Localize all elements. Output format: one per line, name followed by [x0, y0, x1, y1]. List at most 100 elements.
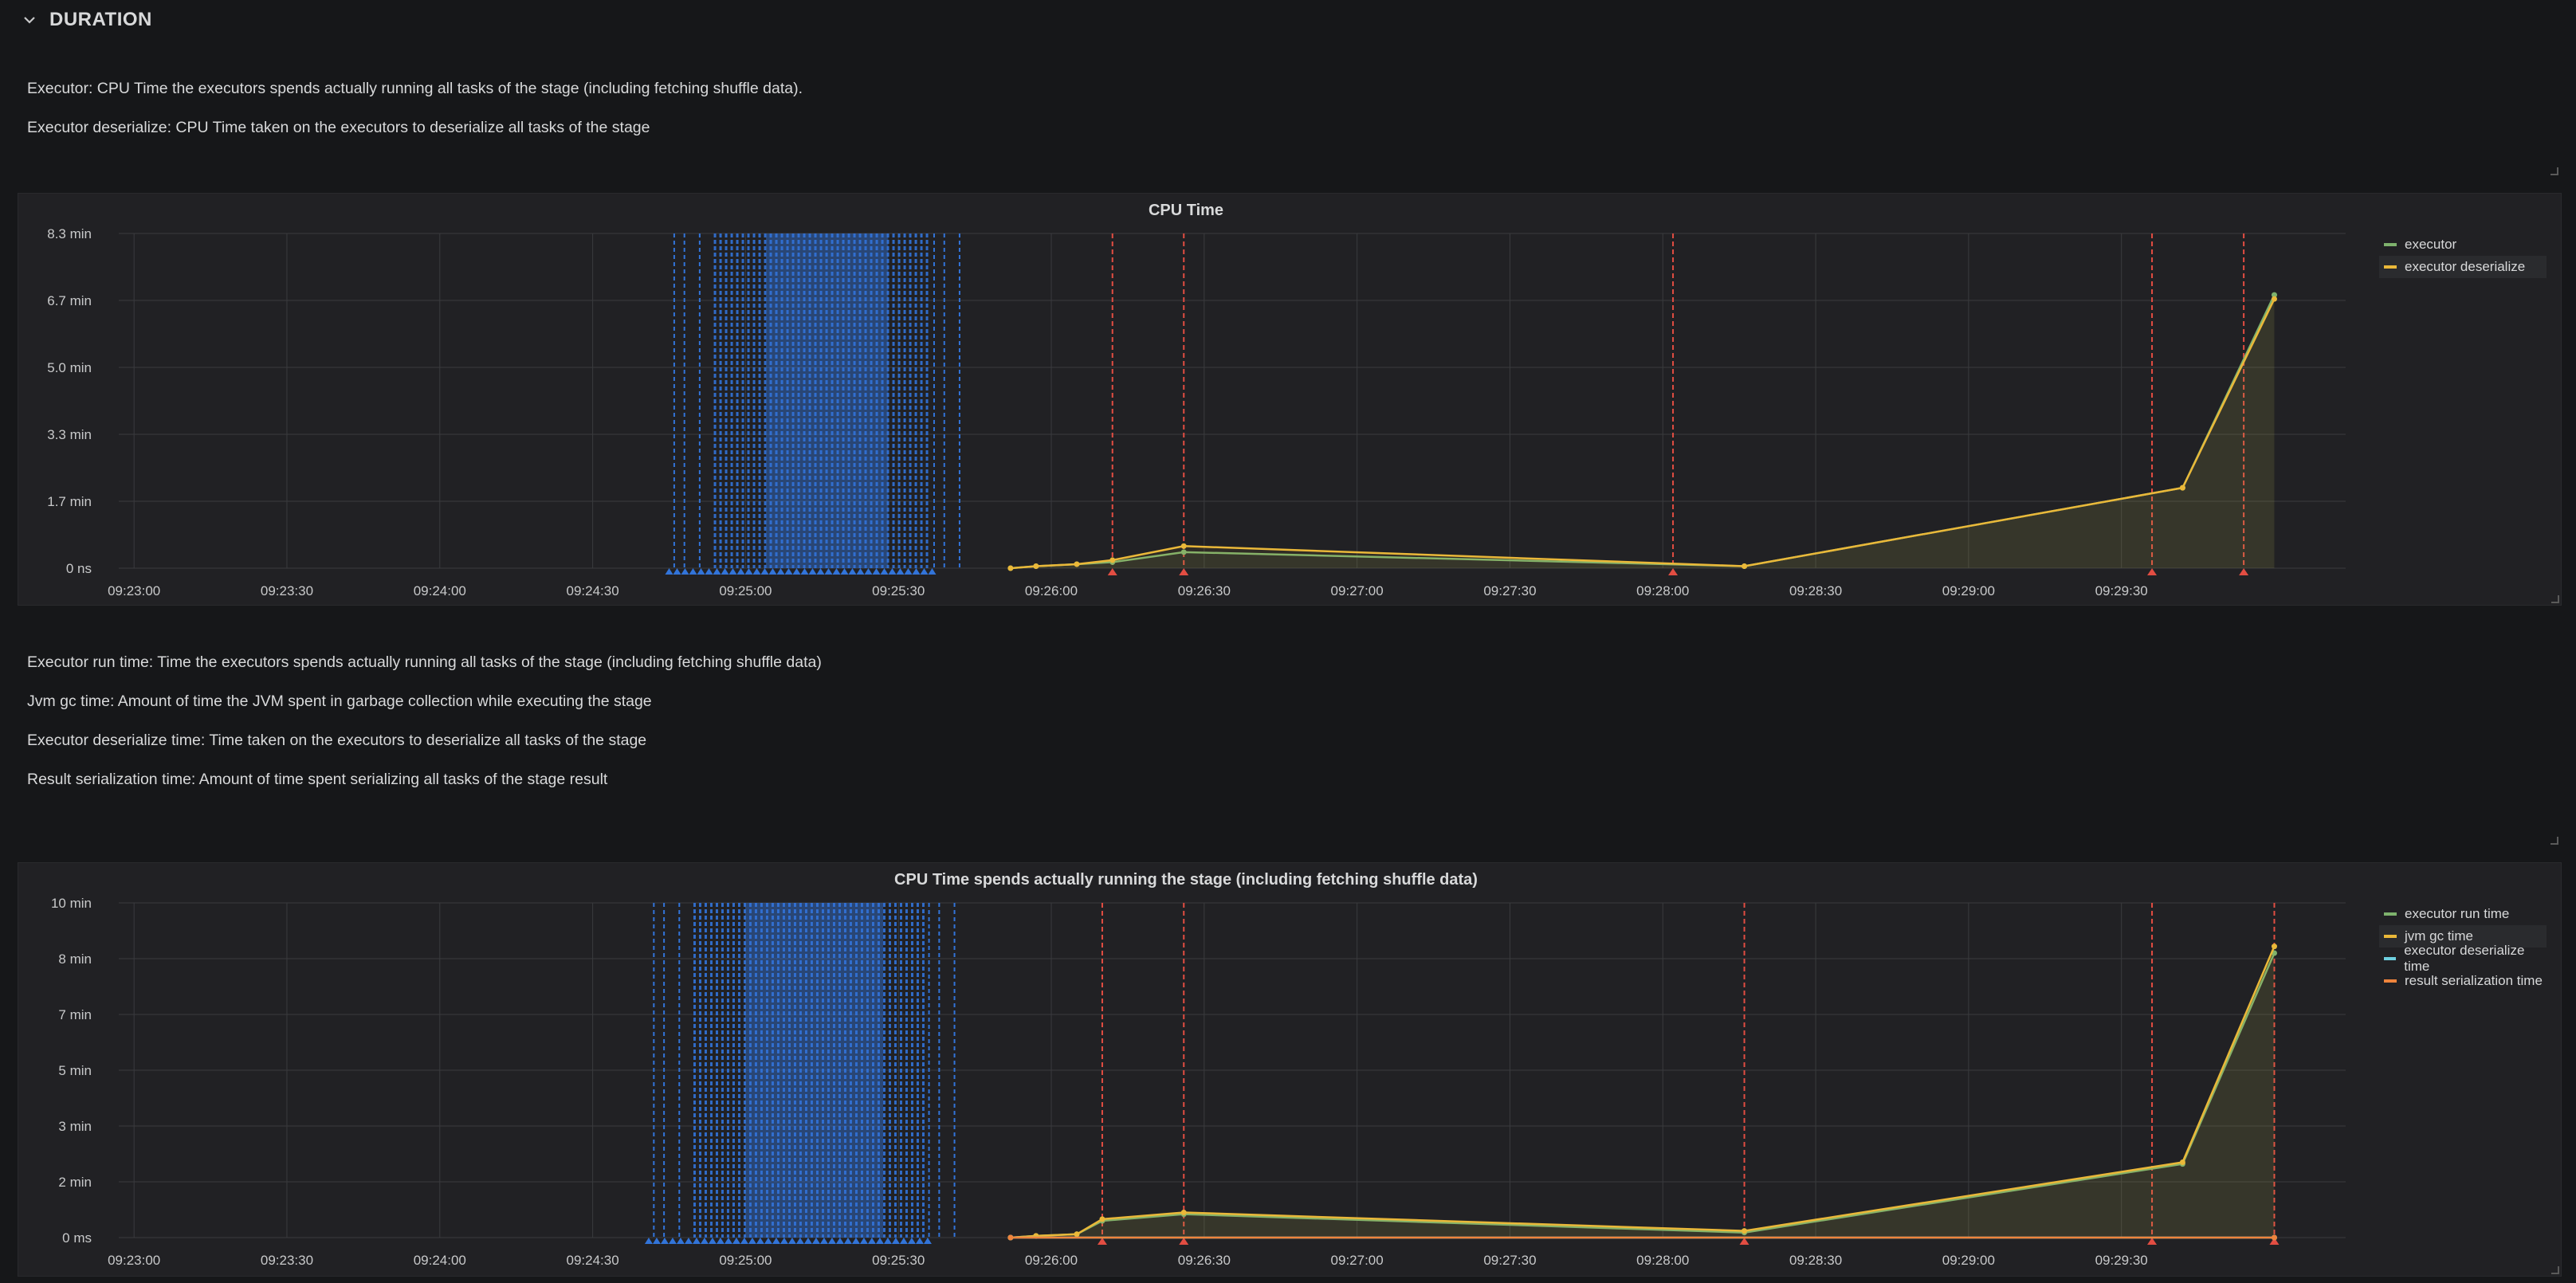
- x-tick-label: 09:23:30: [261, 1253, 313, 1268]
- annotation-triangle: [728, 568, 737, 575]
- description-line: Executor: CPU Time the executors spends …: [27, 80, 803, 97]
- x-tick-label: 09:26:30: [1178, 583, 1231, 598]
- x-tick-label: 09:25:30: [872, 583, 925, 598]
- data-point: [1007, 565, 1014, 571]
- legend-label: executor deserialize: [2405, 259, 2526, 274]
- chevron-down-icon[interactable]: [21, 11, 38, 29]
- legend-item-executor-deserialize[interactable]: executor deserialize: [2379, 256, 2547, 278]
- annotation-triangle: [875, 1238, 884, 1244]
- series-area: [1010, 299, 2275, 568]
- legend-item-result-serialization-time[interactable]: result serialization time: [2379, 970, 2547, 992]
- annotation-triangle: [676, 1238, 685, 1244]
- data-point: [2271, 292, 2277, 298]
- data-point: [1742, 1228, 1748, 1234]
- annotation-triangle: [872, 568, 881, 575]
- annotation-triangle: [784, 568, 793, 575]
- x-tick-label: 09:23:00: [108, 583, 160, 598]
- annotation-region-blue: [745, 903, 884, 1238]
- annotation-triangle: [1179, 568, 1189, 575]
- x-tick-label: 09:25:00: [719, 583, 772, 598]
- annotation-triangle: [713, 568, 721, 575]
- legend-item-executor[interactable]: executor: [2379, 233, 2547, 256]
- annotation-triangle: [856, 568, 865, 575]
- cpu-run-time-chart[interactable]: 0 ms 2 min 3 min 5 min 7 min 8 min 10 min 09:23…: [18, 863, 2362, 1277]
- resize-handle[interactable]: [2551, 1266, 2559, 1274]
- annotation-triangle: [851, 1238, 860, 1244]
- x-tick-label: 09:25:00: [719, 1253, 772, 1268]
- x-tick-label: 09:24:00: [414, 1253, 466, 1268]
- y-tick-label: 8 min: [58, 951, 92, 967]
- annotation-triangle: [915, 1238, 924, 1244]
- data-point: [2271, 1234, 2277, 1241]
- annotation-triangle: [792, 568, 801, 575]
- y-tick-label: 7 min: [58, 1007, 92, 1022]
- x-tick-label: 09:27:30: [1483, 1253, 1536, 1268]
- annotation-triangle: [697, 568, 705, 575]
- annotation-triangle: [803, 1238, 812, 1244]
- annotation-triangle: [912, 568, 921, 575]
- annotation-triangle: [740, 1238, 748, 1244]
- y-tick-label: 3.3 min: [47, 427, 92, 442]
- x-tick-label: 09:26:00: [1025, 1253, 1078, 1268]
- graph-panel-cpu-run-time: CPU Time spends actually running the sta…: [18, 862, 2562, 1277]
- y-tick-label: 6.7 min: [47, 293, 92, 308]
- data-point: [1180, 549, 1187, 555]
- series-area: [1010, 953, 2275, 1238]
- annotation-triangle: [824, 568, 833, 575]
- annotation-triangle: [2269, 1238, 2280, 1245]
- resize-handle[interactable]: [2550, 167, 2558, 175]
- x-tick-label: 09:26:00: [1025, 583, 1078, 598]
- series-area: [1010, 946, 2275, 1238]
- annotation-triangle: [708, 1238, 717, 1244]
- legend-item-executor-run-time[interactable]: executor run time: [2379, 903, 2547, 925]
- x-tick-label: 09:29:00: [1942, 583, 1995, 598]
- data-point: [1074, 1231, 1080, 1238]
- legend: executor run time jvm gc time executor d…: [2379, 903, 2547, 992]
- annotation-triangle: [864, 568, 873, 575]
- data-point: [1099, 1216, 1105, 1222]
- annotation-triangle: [776, 568, 785, 575]
- x-tick-label: 09:27:30: [1483, 583, 1536, 598]
- annotation-triangle: [920, 568, 929, 575]
- annotation-triangle: [843, 1238, 852, 1244]
- annotation-triangle: [835, 1238, 844, 1244]
- annotation-triangle: [2147, 1238, 2158, 1245]
- resize-handle[interactable]: [2550, 837, 2558, 845]
- cpu-time-chart[interactable]: 0 ns 1.7 min 3.3 min 5.0 min 6.7 min 8.3 min 0…: [18, 194, 2362, 606]
- annotation-triangle: [907, 1238, 916, 1244]
- data-point: [1033, 563, 1039, 569]
- annotation-triangle: [800, 568, 809, 575]
- annotation-triangle: [668, 1238, 677, 1244]
- legend-item-executor-deserialize-time[interactable]: executor deserialize time: [2379, 943, 2547, 974]
- data-point: [1109, 557, 1116, 563]
- annotation-triangle: [899, 1238, 908, 1244]
- annotation-triangle: [736, 568, 745, 575]
- annotation-triangle: [896, 568, 905, 575]
- panel-title[interactable]: CPU Time: [1148, 202, 1224, 219]
- resize-handle[interactable]: [2551, 595, 2559, 603]
- annotation-triangle: [716, 1238, 724, 1244]
- annotation-triangle: [744, 568, 753, 575]
- annotation-triangle: [832, 568, 841, 575]
- annotation-triangle: [1668, 568, 1679, 575]
- annotation-triangle: [888, 568, 897, 575]
- x-tick-label: 09:24:00: [414, 583, 466, 598]
- legend-swatch: [2384, 243, 2397, 246]
- annotation-triangle: [808, 568, 817, 575]
- x-tick-label: 09:27:00: [1331, 583, 1384, 598]
- series-line: [1010, 298, 2276, 570]
- text-panel-run-time-description: Executor run time: Time the executors sp…: [18, 620, 2562, 849]
- legend-item-jvm-gc-time[interactable]: jvm gc time: [2379, 925, 2547, 948]
- x-tick-label: 09:29:00: [1942, 1253, 1995, 1268]
- y-tick-label: 5.0 min: [47, 360, 92, 375]
- panel-title[interactable]: CPU Time spends actually running the sta…: [894, 871, 1478, 889]
- row-header-duration[interactable]: DURATION: [21, 6, 152, 33]
- annotation-triangle: [2147, 568, 2158, 575]
- annotation-triangle: [779, 1238, 788, 1244]
- x-tick-label: 09:28:30: [1789, 1253, 1842, 1268]
- description-line: Executor deserialize time: Time taken on…: [27, 732, 647, 749]
- x-tick-label: 09:24:30: [567, 1253, 619, 1268]
- x-tick-label: 09:27:00: [1331, 1253, 1384, 1268]
- x-tick-label: 09:26:30: [1178, 1253, 1231, 1268]
- legend-label: executor run time: [2405, 906, 2510, 921]
